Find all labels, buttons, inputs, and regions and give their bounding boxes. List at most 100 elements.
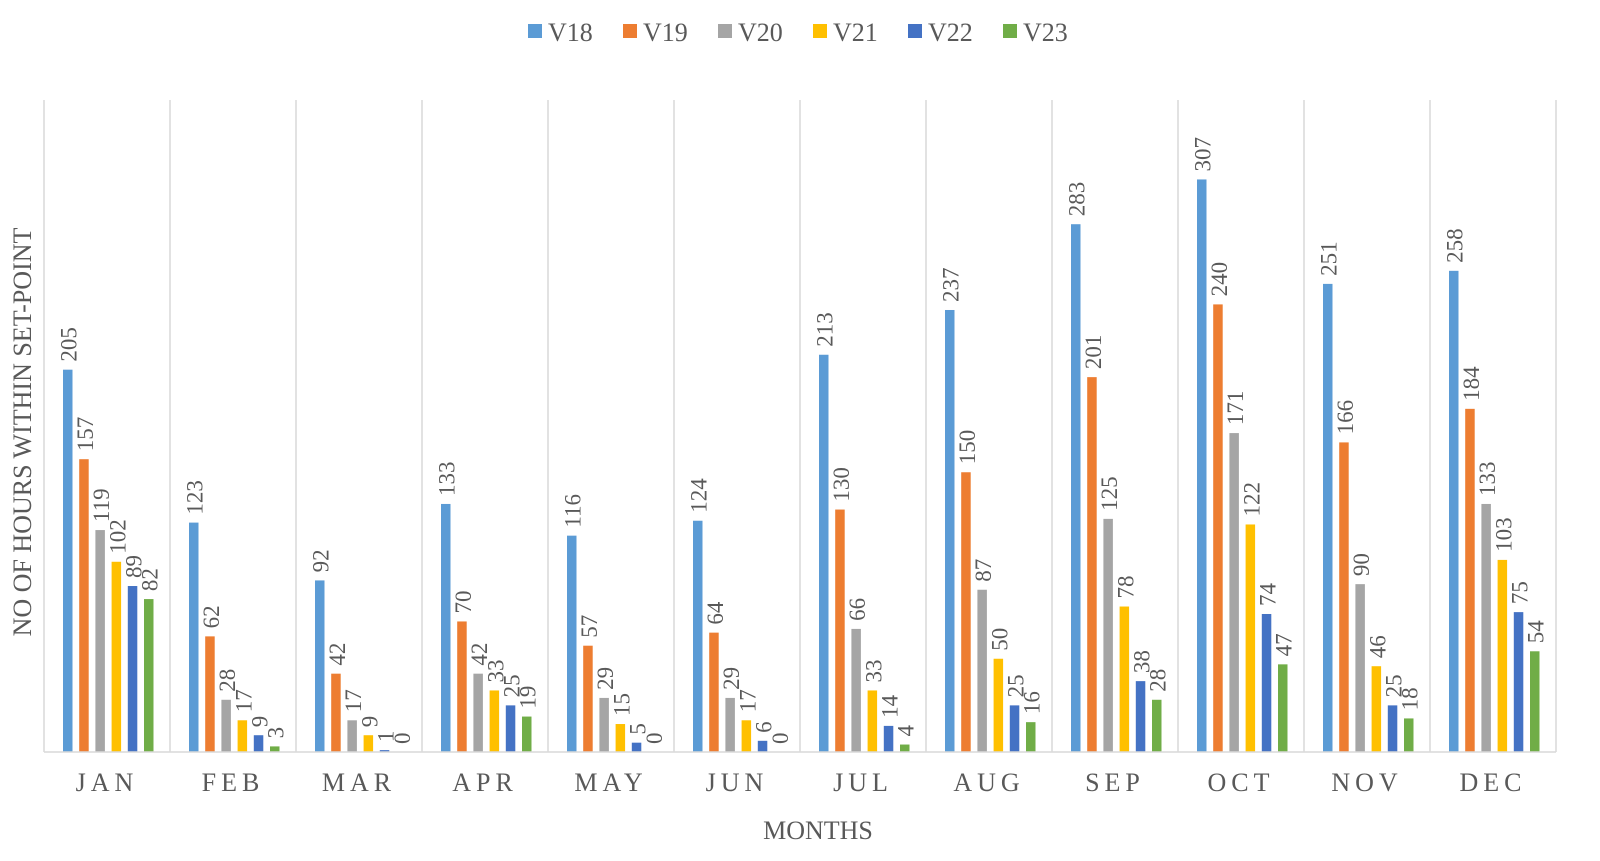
data-label-aug-v23: 16	[1020, 691, 1045, 714]
bar-jun-v19	[709, 632, 719, 752]
data-label-jul-v18: 213	[813, 312, 838, 347]
bar-aug-v22	[1009, 705, 1020, 752]
data-label-apr-v19: 70	[451, 590, 476, 613]
bar-dec-v18	[1449, 270, 1459, 752]
bar-apr-v18	[441, 503, 451, 752]
data-label-oct-v18: 307	[1191, 137, 1216, 172]
bar-aug-v18	[945, 309, 955, 752]
data-label-aug-v22: 25	[1004, 674, 1029, 697]
data-label-sep-v21: 78	[1113, 576, 1138, 599]
data-label-jul-v21: 33	[861, 659, 886, 682]
data-label-apr-v18: 133	[435, 461, 460, 496]
bar-jan-v22	[127, 586, 138, 752]
data-label-dec-v20: 133	[1475, 461, 1500, 496]
data-label-feb-v20: 28	[215, 669, 240, 692]
bar-jun-v18	[693, 520, 703, 752]
legend-swatch-v18	[528, 24, 542, 38]
data-label-oct-v19: 240	[1207, 262, 1232, 297]
x-tick-label-may: MAY	[574, 768, 647, 797]
bar-jan-v19	[79, 459, 89, 752]
bar-aug-v19	[961, 472, 971, 752]
data-label-oct-v20: 171	[1223, 391, 1248, 426]
data-label-jun-v18: 124	[687, 478, 712, 513]
data-label-apr-v23: 19	[516, 686, 541, 709]
data-label-jan-v19: 157	[73, 417, 98, 452]
bar-feb-v19	[205, 636, 215, 752]
x-tick-labels: JAN FEB MAR APR MAY JUN JUL AUG SEP OCT NOV DEC	[76, 768, 1527, 797]
x-tick-label-jan: JAN	[76, 768, 139, 797]
data-label-aug-v19: 150	[955, 430, 980, 465]
data-label-jul-v23: 4	[894, 725, 919, 737]
data-label-mar-v21: 9	[357, 716, 382, 728]
x-tick-label-dec: DEC	[1460, 768, 1527, 797]
bar-mar-v18	[315, 580, 325, 752]
bar-jun-v22	[757, 740, 768, 752]
x-tick-label-oct: OCT	[1208, 768, 1275, 797]
bar-mar-v22	[379, 750, 390, 752]
data-label-feb-v21: 17	[231, 689, 256, 712]
data-label-sep-v20: 125	[1097, 476, 1122, 511]
bar-jan-v23	[144, 599, 154, 752]
bar-sep-v19	[1087, 377, 1097, 752]
bar-mar-v19	[331, 673, 341, 752]
data-label-dec-v18: 258	[1443, 228, 1468, 263]
data-label-may-v20: 29	[593, 667, 618, 690]
bar-jan-v20	[95, 530, 105, 752]
x-tick-label-feb: FEB	[202, 768, 265, 797]
bar-nov-v21	[1371, 666, 1382, 752]
bar-may-v21	[615, 724, 626, 752]
bar-jul-v23	[900, 744, 910, 752]
data-label-may-v23: 0	[642, 733, 667, 745]
bar-aug-v20	[977, 589, 987, 752]
legend-label-v23: V23	[1023, 18, 1068, 47]
bar-sep-v23	[1152, 699, 1162, 752]
x-tick-label-nov: NOV	[1331, 768, 1402, 797]
bar-jun-v21	[741, 720, 752, 752]
bars	[63, 179, 1540, 752]
data-label-feb-v18: 123	[183, 480, 208, 515]
data-label-aug-v21: 50	[987, 628, 1012, 651]
bar-apr-v19	[457, 621, 467, 752]
x-tick-label-jul: JUL	[833, 768, 893, 797]
bar-apr-v21	[489, 690, 500, 752]
legend-swatch-v23	[1003, 24, 1017, 38]
bar-apr-v23	[522, 716, 532, 752]
x-tick-label-mar: MAR	[322, 768, 396, 797]
bar-dec-v22	[1513, 612, 1524, 752]
bar-feb-v23	[270, 746, 280, 752]
bar-apr-v20	[473, 673, 483, 752]
bar-jul-v19	[835, 509, 845, 752]
bar-may-v18	[567, 535, 577, 752]
data-label-mar-v20: 17	[341, 689, 366, 712]
y-axis-title: NO OF HOURS WITHIN SET-POINT	[8, 227, 37, 636]
bar-feb-v21	[237, 720, 248, 752]
data-label-jun-v22: 6	[752, 721, 777, 733]
x-tick-label-sep: SEP	[1085, 768, 1145, 797]
data-label-mar-v18: 92	[309, 549, 334, 572]
bar-feb-v18	[189, 522, 199, 752]
data-label-nov-v18: 251	[1317, 241, 1342, 276]
data-label-feb-v19: 62	[199, 605, 224, 628]
x-tick-label-aug: AUG	[953, 768, 1024, 797]
bar-nov-v19	[1339, 442, 1349, 752]
bar-nov-v18	[1323, 283, 1333, 752]
bar-jun-v20	[725, 697, 735, 752]
bar-oct-v20	[1229, 433, 1239, 752]
bar-sep-v21	[1119, 606, 1130, 752]
data-label-jan-v23: 82	[138, 568, 163, 591]
data-label-mar-v22: 1	[374, 731, 399, 743]
bar-sep-v20	[1103, 518, 1113, 752]
x-tick-label-apr: APR	[452, 768, 518, 797]
bar-may-v22	[631, 742, 642, 752]
bar-jan-v18	[63, 369, 73, 752]
legend-swatch-v22	[908, 24, 922, 38]
data-label-jan-v21: 102	[105, 519, 130, 554]
data-label-sep-v19: 201	[1081, 335, 1106, 370]
x-axis-title: MONTHS	[763, 816, 873, 845]
data-label-sep-v18: 283	[1065, 182, 1090, 217]
data-label-nov-v19: 166	[1333, 400, 1358, 435]
data-label-jun-v20: 29	[719, 667, 744, 690]
data-label-dec-v21: 103	[1491, 517, 1516, 552]
legend-label-v22: V22	[928, 18, 973, 47]
bar-oct-v22	[1261, 613, 1272, 752]
